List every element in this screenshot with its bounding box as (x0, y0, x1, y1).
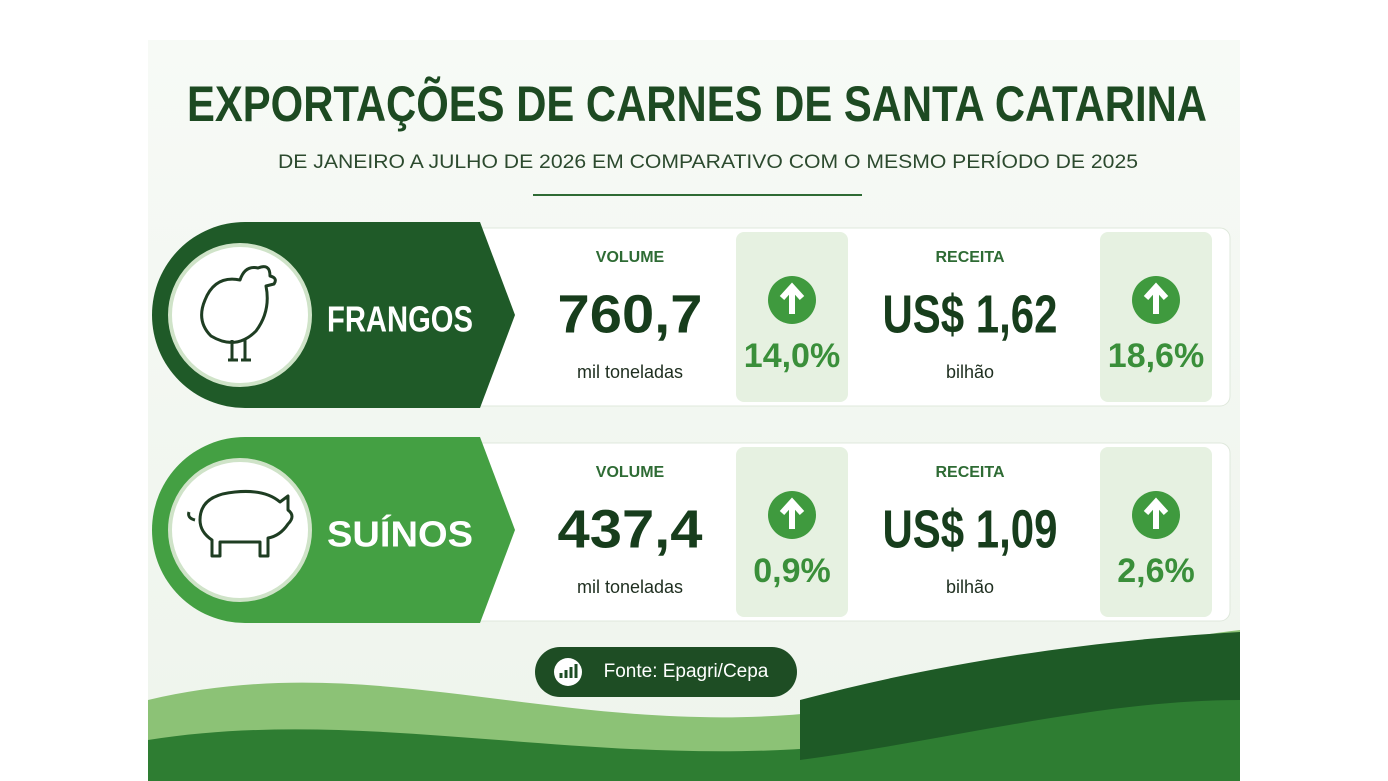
revenue-change: 18,6% (1108, 337, 1204, 375)
volume-value: 760,7 (558, 284, 703, 344)
subtitle: DE JANEIRO A JULHO DE 2026 EM COMPARATIV… (278, 152, 1138, 173)
wave-dark (800, 632, 1240, 760)
source-icon-bars (559, 664, 578, 678)
rows: FRANGOS VOLUME 760,7 mil toneladas 14,0% RECE… (152, 222, 1231, 623)
category-label: SUÍNOS (327, 514, 473, 555)
up-arrow (1143, 282, 1169, 314)
volume-label: VOLUME (596, 249, 665, 266)
up-arrow (1143, 497, 1169, 529)
icon-circle (168, 243, 312, 387)
icon (200, 265, 277, 362)
wave-mid (148, 690, 1240, 781)
up-arrow (779, 497, 805, 529)
source: Fonte: Epagri/Cepa (604, 661, 769, 682)
title: EXPORTAÇÕES DE CARNES DE SANTA CATARINA (187, 75, 1207, 132)
revenue-value: US$ 1,62 (883, 284, 1058, 344)
volume-label: VOLUME (596, 464, 665, 481)
icon-circle (168, 458, 312, 602)
revenue-label: RECEITA (935, 249, 1004, 266)
revenue-unit: bilhão (946, 362, 994, 382)
volume-unit: mil toneladas (577, 577, 683, 597)
revenue-label: RECEITA (935, 464, 1004, 481)
up-arrow (779, 282, 805, 314)
source-pill (535, 647, 797, 697)
icon (187, 490, 294, 558)
revenue-change: 2,6% (1117, 552, 1195, 590)
category-label: FRANGOS (327, 299, 473, 340)
revenue-value: US$ 1,09 (883, 499, 1058, 559)
volume-value: 437,4 (558, 499, 703, 559)
volume-change: 0,9% (753, 552, 831, 590)
source-icon (554, 658, 582, 686)
volume-change: 14,0% (744, 337, 840, 375)
revenue-unit: bilhão (946, 577, 994, 597)
volume-unit: mil toneladas (577, 362, 683, 382)
